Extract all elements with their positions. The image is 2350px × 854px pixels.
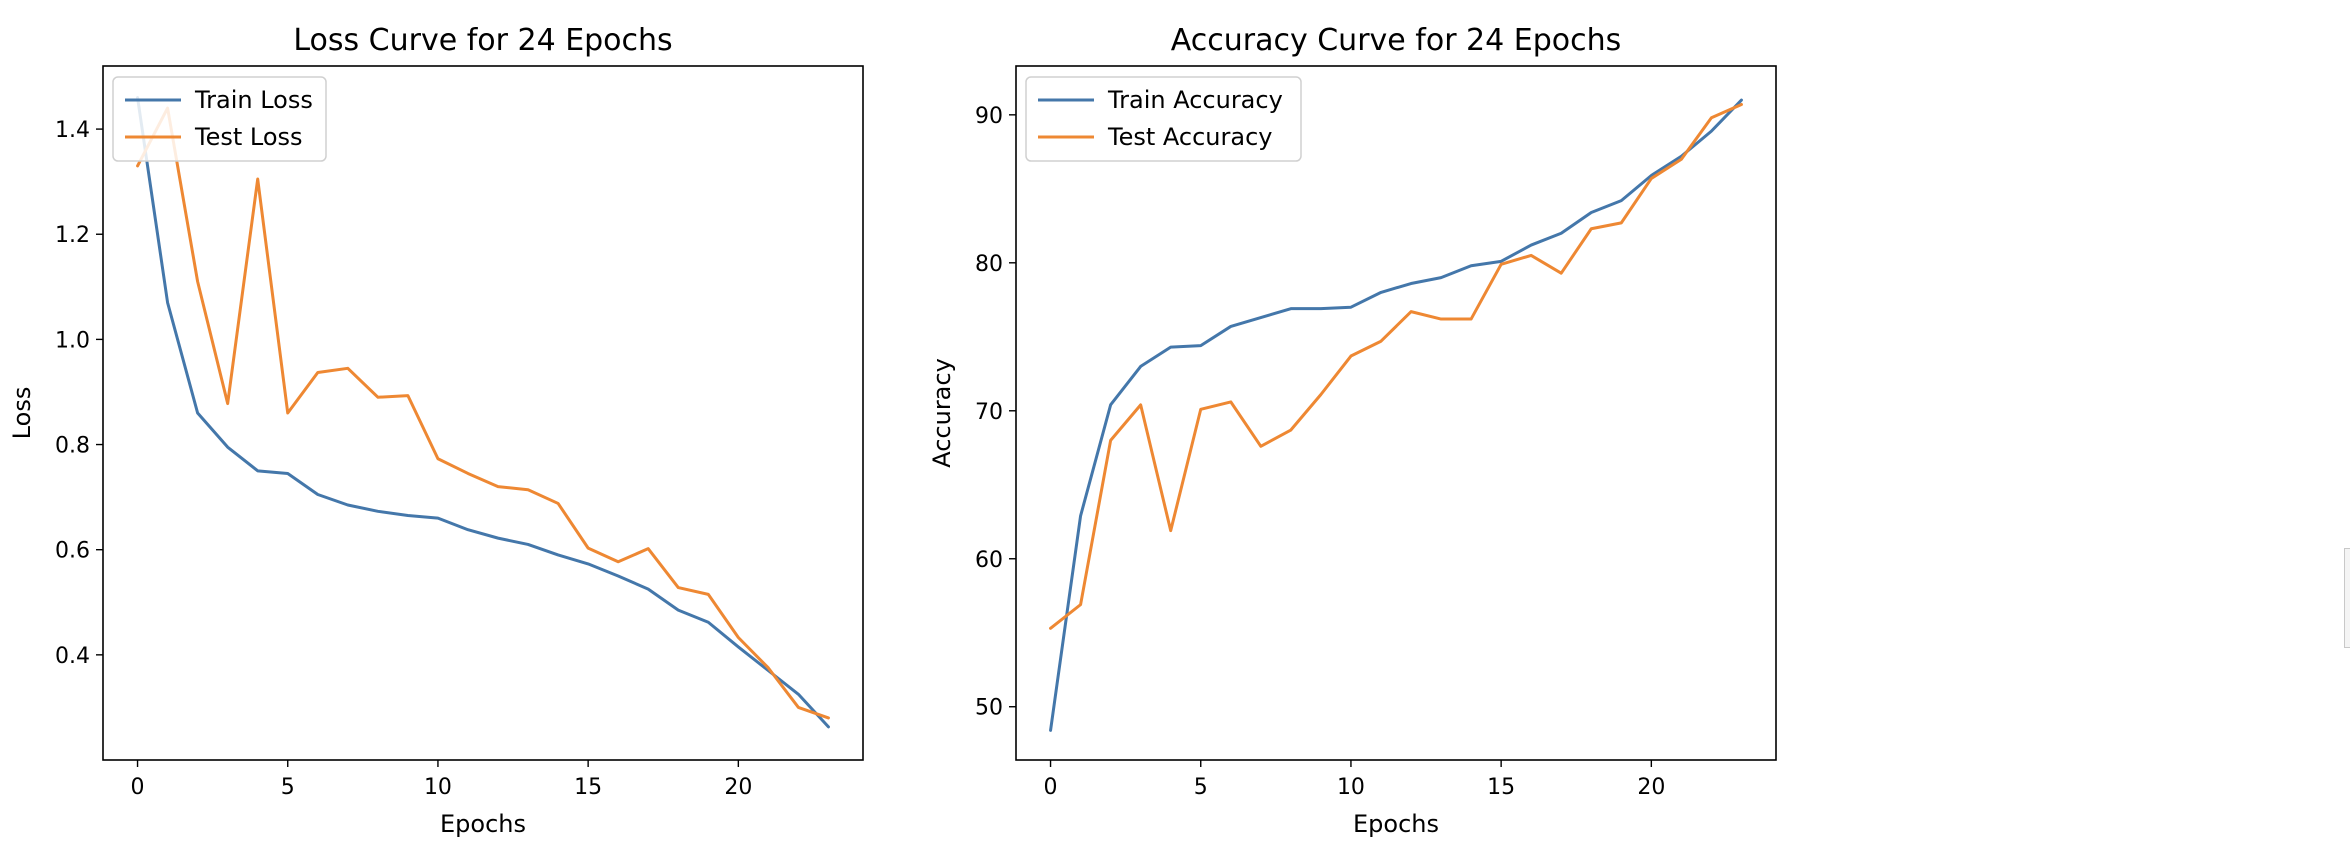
accuracy-chart-marks [1049, 98, 1743, 732]
loss-x-tick-label: 5 [281, 775, 295, 800]
accuracy-y-ticks: 50 60 70 80 90 [975, 104, 1016, 721]
accuracy-x-tick-label: 15 [1487, 775, 1515, 800]
loss-y-tick-label: 1.0 [55, 328, 90, 353]
accuracy-y-tick-label: 80 [975, 252, 1003, 277]
loss-plot-frame [102, 65, 864, 761]
loss-x-ticks: 0 5 10 15 20 [131, 760, 752, 800]
accuracy-y-axis-label: Accuracy [928, 358, 956, 468]
accuracy-legend-label-train: Train Accuracy [1107, 86, 1283, 114]
loss-legend-label-test: Test Loss [194, 123, 303, 151]
accuracy-y-tick-label: 90 [975, 104, 1003, 129]
loss-y-tick-label: 1.4 [55, 118, 90, 143]
loss-chart: Loss Curve for 24 Epochs 0 5 10 15 20 0.4 0.6… [8, 23, 864, 838]
accuracy-x-tick-label: 0 [1044, 775, 1058, 800]
loss-x-tick-label: 0 [131, 775, 145, 800]
loss-x-axis-label: Epochs [440, 810, 526, 838]
loss-legend-label-train: Train Loss [194, 86, 313, 114]
loss-series-line-train [136, 96, 830, 729]
accuracy-x-ticks: 0 5 10 15 20 [1044, 760, 1665, 800]
accuracy-legend-box [1025, 76, 1302, 162]
accuracy-legend-label-test: Test Accuracy [1107, 123, 1272, 151]
accuracy-series-line-test [1049, 102, 1743, 630]
loss-x-tick-label: 10 [424, 775, 452, 800]
loss-y-ticks: 0.4 0.6 0.8 1.0 1.2 1.4 [55, 118, 103, 669]
loss-chart-marks [136, 96, 830, 729]
accuracy-x-tick-label: 20 [1637, 775, 1665, 800]
accuracy-y-tick-label: 50 [975, 696, 1003, 721]
scrollbar-stub[interactable] [2344, 548, 2350, 648]
loss-series-line-test [136, 106, 830, 720]
accuracy-chart-title: Accuracy Curve for 24 Epochs [1171, 23, 1622, 58]
loss-chart-title: Loss Curve for 24 Epochs [293, 23, 672, 58]
accuracy-series-line-train [1049, 98, 1743, 732]
accuracy-plot-frame [1015, 65, 1777, 761]
loss-x-tick-label: 15 [574, 775, 602, 800]
accuracy-y-tick-label: 70 [975, 400, 1003, 425]
loss-y-axis-label: Loss [8, 387, 36, 440]
accuracy-x-axis-label: Epochs [1353, 810, 1439, 838]
loss-y-tick-label: 0.8 [55, 434, 90, 459]
loss-y-tick-label: 0.6 [55, 539, 90, 564]
loss-y-tick-label: 1.2 [55, 223, 90, 248]
accuracy-y-tick-label: 60 [975, 548, 1003, 573]
loss-y-tick-label: 0.4 [55, 644, 90, 669]
loss-legend-box [112, 76, 327, 162]
accuracy-chart: Accuracy Curve for 24 Epochs 0 5 10 15 20 50… [928, 23, 1777, 838]
accuracy-x-tick-label: 10 [1337, 775, 1365, 800]
accuracy-legend: Train Accuracy Test Accuracy [1025, 76, 1302, 162]
accuracy-x-tick-label: 5 [1194, 775, 1208, 800]
loss-x-tick-label: 20 [724, 775, 752, 800]
loss-legend: Train Loss Test Loss [112, 76, 327, 162]
